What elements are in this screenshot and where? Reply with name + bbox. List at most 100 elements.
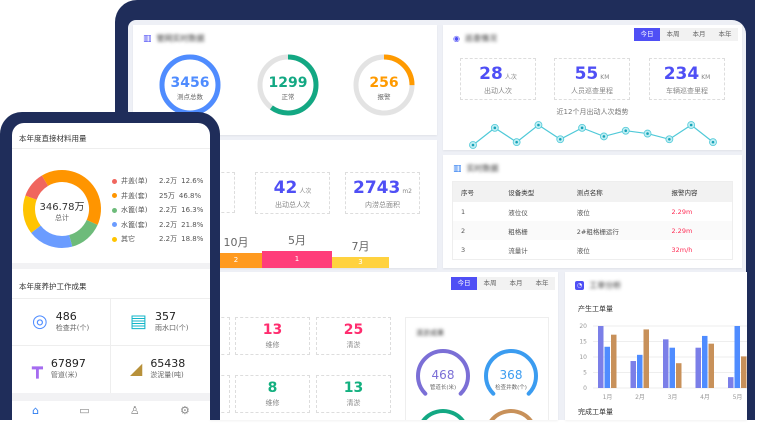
stat-label: 出动人次	[484, 87, 512, 95]
legend-dot	[112, 207, 117, 213]
tab-year[interactable]: 本年	[718, 30, 732, 38]
flood-stat: 2743 m2 内涝总面积	[345, 172, 420, 214]
result-label: 检查井(个)	[55, 324, 90, 332]
table-cell: 2#粗格栅运行	[568, 221, 664, 240]
stat-unit: KM	[600, 74, 610, 81]
stat-label: 内涝总面积	[365, 201, 400, 209]
result-value: 65438	[150, 357, 186, 370]
gauge-label: 管道长(米)	[430, 383, 456, 391]
table-row[interactable]: 2 粗格栅 2#粗格栅运行 2.29m	[453, 221, 732, 240]
stat-label: 清淤	[346, 399, 361, 407]
trend-point-core	[668, 137, 671, 141]
result-value: 357	[155, 310, 177, 323]
legend-pct: 21.8%	[181, 220, 204, 229]
table-cell: 流量计	[508, 246, 528, 255]
stat-value: 8	[267, 380, 278, 396]
bar	[630, 361, 636, 388]
ring-label: 测点总数	[177, 93, 203, 101]
result-label: 淤泥量(吨)	[150, 371, 184, 379]
legend-dot	[112, 178, 117, 184]
x-tick-label: 2月	[635, 394, 645, 401]
maintenance-stat: 8 维修	[235, 375, 310, 413]
result-item: ┳ 67897 管道(米)	[12, 345, 110, 392]
legend-amount: 2.2万	[159, 177, 178, 185]
stat-value: 234	[663, 64, 700, 84]
tab-week[interactable]: 本周	[666, 30, 680, 38]
podium-bar: 2	[210, 253, 262, 268]
stat-value: 13	[343, 380, 364, 396]
table-cell: 2.29m	[663, 221, 732, 240]
legend-item: 水篦(单) 2.2万 16.3%	[112, 205, 212, 215]
alarm-table: 序号 设备类型 测点名称 报警内容 1 液位仪 液位 2.29m 2 粗格栅 2#粗格栅运行 2.29…	[453, 182, 732, 259]
gauge-arc	[421, 409, 465, 423]
materials-title: 本年度直接材料用量	[19, 134, 87, 143]
table-row[interactable]: 3 流量计 液位 32m/h	[453, 240, 732, 259]
legend-amount: 2.2万	[159, 206, 178, 214]
dredge-title: 清淤成果	[416, 329, 444, 337]
trend-point-core	[537, 123, 540, 127]
table-cell: 3	[461, 245, 466, 254]
legend-dot	[112, 193, 117, 198]
bar-chart-icon: ▥	[453, 163, 462, 174]
tab-today[interactable]: 今日	[634, 28, 660, 41]
flood-stat: 42 人次 出动总人次	[255, 172, 330, 214]
tab-month[interactable]: 本月	[509, 279, 523, 287]
podium-bar: 1	[262, 251, 332, 268]
bar	[604, 346, 610, 388]
trend-point-core	[624, 129, 628, 133]
tab-year[interactable]: 本年	[535, 279, 549, 287]
trend-point-core	[493, 126, 497, 130]
x-tick-label: 1月	[603, 394, 613, 401]
column-header: 测点名称	[568, 182, 664, 202]
result-item: ▤ 357 雨水口(个)	[110, 298, 208, 345]
workorder-bar-chart: 0 5 10 15 20 1月 2月 3月 4月 5月	[579, 323, 747, 401]
legend-pct: 12.6%	[181, 177, 204, 185]
settings-icon[interactable]: ⚙	[179, 404, 190, 417]
stat-value: 13	[262, 322, 283, 338]
mobile-screen: 本年度直接材料用量 346.78万 总计 井盖(单) 2.2万 12.6% 井盖(套…	[12, 123, 210, 420]
materials-total: 346.78万	[39, 202, 85, 213]
trend-point-core	[580, 126, 584, 130]
table-cell: 液位	[576, 246, 590, 255]
column-header: 报警内容	[663, 182, 732, 202]
table-row[interactable]: 1 液位仪 液位 2.29m	[453, 202, 732, 221]
table-cell: 液位仪	[508, 208, 528, 217]
bar	[598, 326, 604, 388]
tab-today[interactable]: 今日	[451, 277, 477, 290]
bar	[728, 377, 734, 388]
patrol-panel: ◉ 巡查情况 今日 本周 本月 本年 28 人次 出动人次 55 KM 人员巡查里程 234…	[443, 25, 742, 150]
message-icon[interactable]: ▭	[79, 404, 90, 417]
bar	[741, 356, 747, 388]
ring-value: 1299	[268, 75, 308, 91]
legend-name: 井盖(单)	[121, 177, 148, 185]
results-title: 本年度养护工作成果	[19, 282, 87, 291]
stat-box	[210, 172, 235, 213]
maintenance-stat: 25 清淤	[316, 317, 391, 355]
chart-title: 产生工单量	[578, 305, 613, 313]
result-label: 雨水口(个)	[155, 324, 189, 332]
maintenance-stat: 13 维修	[235, 317, 310, 355]
y-tick-label: 20	[579, 323, 587, 330]
bar	[669, 347, 675, 388]
home-icon[interactable]: ⌂	[32, 404, 40, 417]
dredge-card: 清淤成果 468 管道长(米) 368 检查井数(个)	[405, 317, 549, 423]
materials-total-label: 总计	[55, 214, 69, 222]
manhole-icon: ◎	[32, 311, 48, 332]
result-value: 67897	[50, 357, 86, 370]
user-icon[interactable]: ♙	[129, 404, 140, 417]
tab-month[interactable]: 本月	[692, 30, 706, 38]
stat-value: 2743	[353, 178, 401, 198]
table-cell: 2	[453, 221, 501, 240]
trend-line	[472, 124, 714, 146]
y-tick-label: 10	[579, 354, 587, 361]
tab-week[interactable]: 本周	[483, 279, 497, 287]
trend-point-core	[471, 143, 475, 147]
legend-amount: 2.2万	[159, 235, 178, 243]
stat-unit: 人次	[504, 74, 517, 81]
result-value: 486	[55, 310, 77, 323]
legend-name: 井盖(套)	[121, 191, 148, 200]
donut-slice	[23, 170, 101, 248]
materials-donut-chart	[23, 170, 101, 248]
eye-icon: ◉	[453, 34, 460, 43]
